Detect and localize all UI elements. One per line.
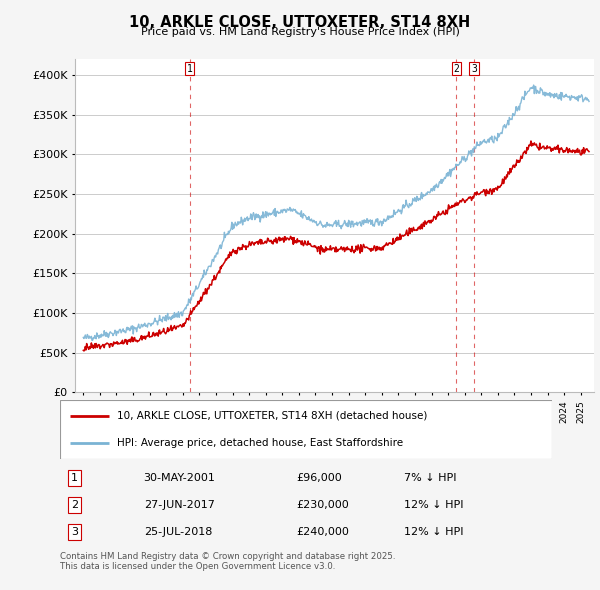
Text: 30-MAY-2001: 30-MAY-2001 xyxy=(143,473,215,483)
Text: Price paid vs. HM Land Registry's House Price Index (HPI): Price paid vs. HM Land Registry's House … xyxy=(140,27,460,37)
Text: 2: 2 xyxy=(71,500,79,510)
Text: £230,000: £230,000 xyxy=(296,500,349,510)
Text: HPI: Average price, detached house, East Staffordshire: HPI: Average price, detached house, East… xyxy=(116,438,403,448)
Text: 2: 2 xyxy=(453,64,459,74)
Text: £96,000: £96,000 xyxy=(296,473,342,483)
Text: 10, ARKLE CLOSE, UTTOXETER, ST14 8XH: 10, ARKLE CLOSE, UTTOXETER, ST14 8XH xyxy=(130,15,470,30)
Text: £240,000: £240,000 xyxy=(296,527,349,537)
Text: 12% ↓ HPI: 12% ↓ HPI xyxy=(404,527,464,537)
Text: 7% ↓ HPI: 7% ↓ HPI xyxy=(404,473,457,483)
Text: 12% ↓ HPI: 12% ↓ HPI xyxy=(404,500,464,510)
Text: 3: 3 xyxy=(471,64,477,74)
Text: 1: 1 xyxy=(187,64,193,74)
Text: 3: 3 xyxy=(71,527,78,537)
Text: Contains HM Land Registry data © Crown copyright and database right 2025.: Contains HM Land Registry data © Crown c… xyxy=(60,552,395,560)
Text: 25-JUL-2018: 25-JUL-2018 xyxy=(143,527,212,537)
Text: 1: 1 xyxy=(71,473,78,483)
Text: 10, ARKLE CLOSE, UTTOXETER, ST14 8XH (detached house): 10, ARKLE CLOSE, UTTOXETER, ST14 8XH (de… xyxy=(116,411,427,421)
Text: 27-JUN-2017: 27-JUN-2017 xyxy=(143,500,215,510)
Text: This data is licensed under the Open Government Licence v3.0.: This data is licensed under the Open Gov… xyxy=(60,562,335,571)
